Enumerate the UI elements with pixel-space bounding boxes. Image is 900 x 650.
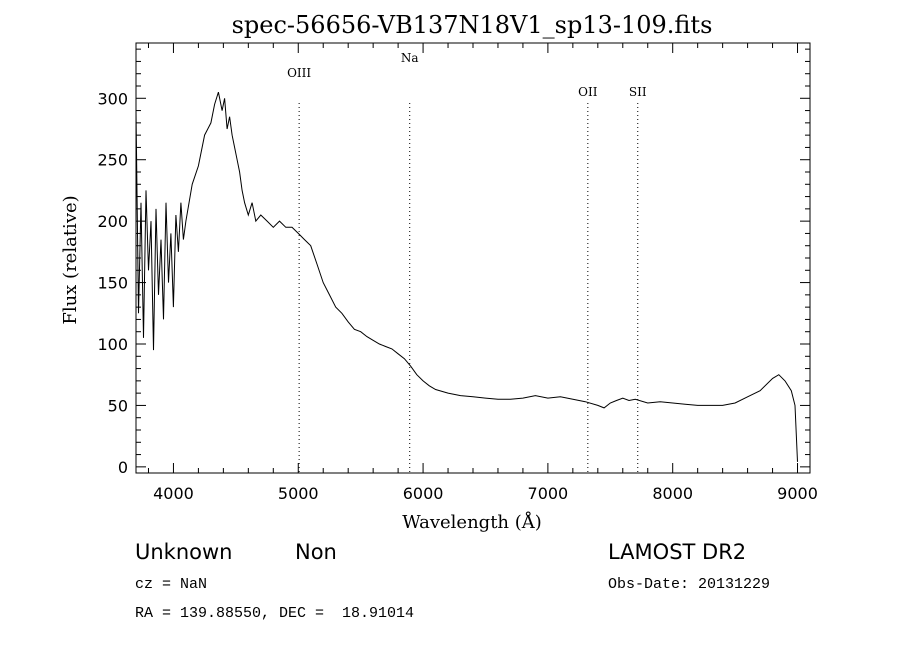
y-tick-label: 0 xyxy=(118,458,128,477)
x-tick-label: 4000 xyxy=(153,484,194,503)
y-tick-label: 150 xyxy=(97,274,128,293)
y-tick-label: 300 xyxy=(97,89,128,108)
y-axis-label: Flux (relative) xyxy=(60,195,81,324)
plot-frame xyxy=(135,42,811,474)
y-tick-label: 100 xyxy=(97,335,128,354)
survey-name: LAMOST DR2 xyxy=(608,540,747,564)
x-tick-label: 9000 xyxy=(777,484,818,503)
spectrum-line xyxy=(135,91,798,462)
observation-date: Obs-Date: 20131229 xyxy=(608,576,771,593)
x-tick-label: 6000 xyxy=(403,484,444,503)
x-tick-label: 5000 xyxy=(278,484,319,503)
ra-dec-coordinates: RA = 139.88550, DEC = 18.91014 xyxy=(135,605,415,622)
axis-ticks: 4000 5000 6000 7000 8000 9000 0 50 100 150 200 250 3… xyxy=(97,43,818,503)
line-markers: OIII Na OII SII xyxy=(287,51,647,473)
y-tick-label: 250 xyxy=(97,151,128,170)
x-tick-label: 7000 xyxy=(528,484,569,503)
redshift-cz: cz = NaN xyxy=(135,576,208,593)
line-marker-label: SII xyxy=(629,85,647,99)
object-subclass: Non xyxy=(295,540,337,564)
chart-title: spec-56656-VB137N18V1_sp13-109.fits xyxy=(232,11,713,39)
line-marker-label: OII xyxy=(578,85,598,99)
x-axis-label: Wavelength (Å) xyxy=(402,511,542,533)
y-tick-label: 50 xyxy=(108,396,128,415)
object-class: Unknown xyxy=(135,540,233,564)
x-tick-label: 8000 xyxy=(652,484,693,503)
y-tick-label: 200 xyxy=(97,212,128,231)
line-marker-label: Na xyxy=(401,51,419,65)
line-marker-label: OIII xyxy=(287,66,311,80)
spectrum-chart: spec-56656-VB137N18V1_sp13-109.fits Flux… xyxy=(60,11,818,533)
